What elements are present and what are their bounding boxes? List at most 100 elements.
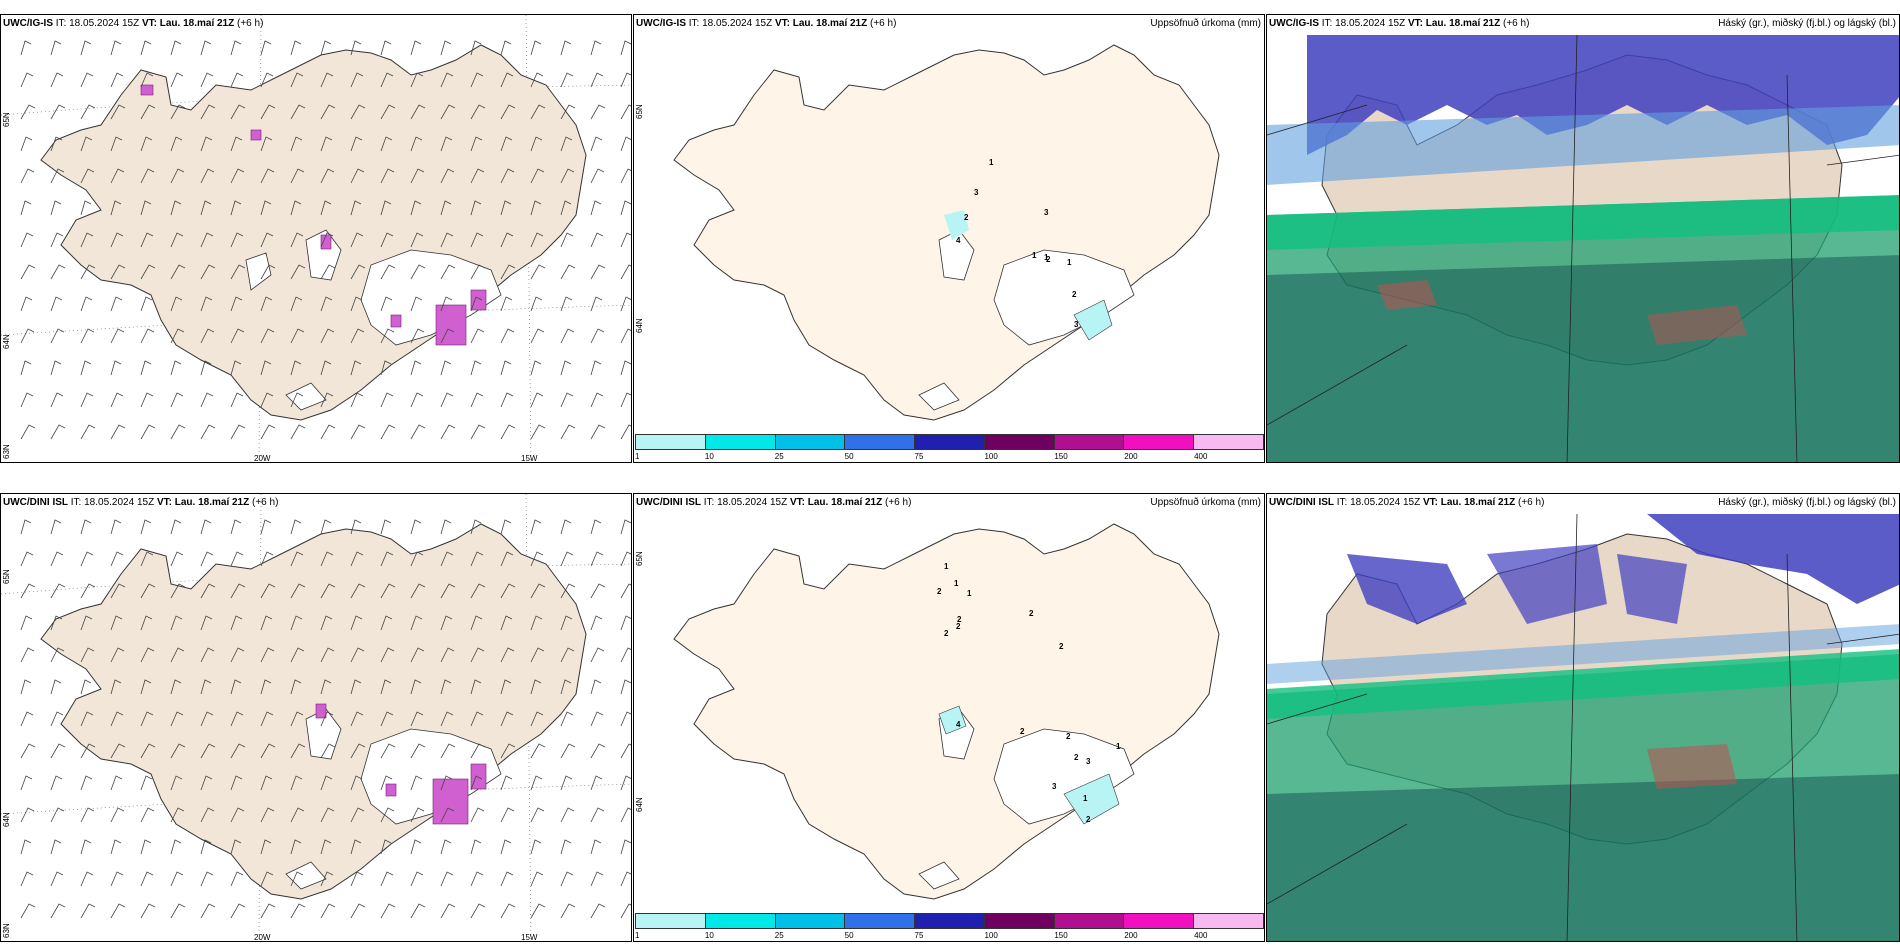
wind-barb xyxy=(410,807,425,823)
precip-value-label: 4 xyxy=(956,720,961,729)
wind-barb xyxy=(290,615,303,631)
colorbar-tick-label: 10 xyxy=(704,452,714,461)
precip-value-label: 2 xyxy=(956,622,961,631)
wind-barb xyxy=(20,40,32,56)
wind-barb xyxy=(200,72,214,88)
wind-barb xyxy=(230,775,243,791)
wind-barb xyxy=(590,296,603,312)
wind-barb xyxy=(350,583,366,599)
wind-barb xyxy=(530,807,545,823)
colorbar-tick-label: 1 xyxy=(635,931,640,940)
wind-barb xyxy=(80,104,96,120)
wind-barb xyxy=(140,711,154,727)
wind-barb xyxy=(80,200,92,216)
wind-barb xyxy=(230,360,242,376)
field-title: Háský (gr.), miðský (fj.bl.) og lágský (… xyxy=(1718,497,1896,508)
wind-barb xyxy=(560,104,576,120)
wind-barb xyxy=(260,551,274,567)
wind-barb xyxy=(110,871,124,887)
wind-barb xyxy=(320,168,335,184)
wind-barb xyxy=(230,743,246,759)
wind-barb xyxy=(260,40,272,56)
wind-barb xyxy=(200,519,212,535)
wind-barb xyxy=(530,551,544,567)
wind-barb xyxy=(260,264,276,280)
wind-barb xyxy=(260,104,276,120)
wind-barb xyxy=(440,264,456,280)
wind-barb xyxy=(110,360,122,376)
wind-barb xyxy=(140,104,156,120)
wind-barb xyxy=(200,200,212,216)
wind-barb xyxy=(50,743,66,759)
wind-barb xyxy=(380,679,392,695)
wind-barb xyxy=(290,200,302,216)
model-name: UWC/IG-IS xyxy=(3,18,53,29)
wind-barb xyxy=(560,647,575,663)
wind-barb xyxy=(140,264,156,280)
wind-barb xyxy=(560,807,575,823)
precip-value-label: 2 xyxy=(1029,609,1034,618)
wind-barb xyxy=(80,647,95,663)
wind-barb xyxy=(380,583,396,599)
wind-barb xyxy=(440,807,455,823)
wind-barb xyxy=(410,743,426,759)
colorbar-swatch xyxy=(705,914,776,928)
wind-barb xyxy=(140,232,154,248)
wind-barb xyxy=(80,424,96,440)
colorbar-tick-label: 150 xyxy=(1054,452,1068,461)
colorbar-swatch xyxy=(775,435,846,449)
wind-barb xyxy=(530,615,543,631)
valid-time: Lau. 18.maí 21Z xyxy=(1425,18,1501,29)
precip-value-label: 1 xyxy=(1116,742,1121,751)
iceland-wind-map xyxy=(1,15,631,462)
wind-barb xyxy=(20,392,34,408)
wind-barb xyxy=(260,296,273,312)
wind-barb xyxy=(530,232,544,248)
wind-barb xyxy=(500,871,514,887)
wind-barb xyxy=(110,296,123,312)
wind-barb xyxy=(80,392,94,408)
wind-barb xyxy=(440,232,454,248)
wind-barb xyxy=(260,711,274,727)
wind-barb xyxy=(230,232,244,248)
wind-barb xyxy=(620,328,631,344)
wind-barb xyxy=(110,807,125,823)
wind-barb xyxy=(380,424,396,440)
wind-barb xyxy=(260,200,272,216)
wind-barb xyxy=(140,136,153,152)
wind-barb xyxy=(290,807,305,823)
wind-barb xyxy=(620,839,631,855)
wind-barb xyxy=(380,328,395,344)
wind-barb xyxy=(290,296,303,312)
wind-barb xyxy=(200,679,212,695)
wind-barb xyxy=(80,551,94,567)
wind-barb xyxy=(230,551,244,567)
wind-barb xyxy=(80,871,94,887)
wind-barb xyxy=(170,360,182,376)
wind-barb xyxy=(260,615,273,631)
wind-barb xyxy=(560,743,576,759)
wind-barb xyxy=(80,775,93,791)
wind-barb xyxy=(590,711,604,727)
wind-barb xyxy=(140,583,156,599)
wind-barb xyxy=(80,72,94,88)
wind-barb xyxy=(230,72,244,88)
wind-barb xyxy=(170,72,184,88)
wind-barb xyxy=(290,136,303,152)
wind-barb xyxy=(440,72,454,88)
wind-barb xyxy=(470,104,486,120)
wind-barb xyxy=(200,360,212,376)
wind-barb xyxy=(470,232,484,248)
wind-barb xyxy=(560,519,572,535)
wind-barb xyxy=(170,264,186,280)
wind-barb xyxy=(590,424,606,440)
wind-barb xyxy=(380,296,393,312)
wind-barb xyxy=(170,232,184,248)
model-name: UWC/IG-IS xyxy=(1269,18,1319,29)
wind-barb xyxy=(500,519,512,535)
wind-barb xyxy=(470,264,486,280)
wind-barb xyxy=(560,551,574,567)
wind-barb xyxy=(530,264,546,280)
wind-barb xyxy=(350,264,366,280)
